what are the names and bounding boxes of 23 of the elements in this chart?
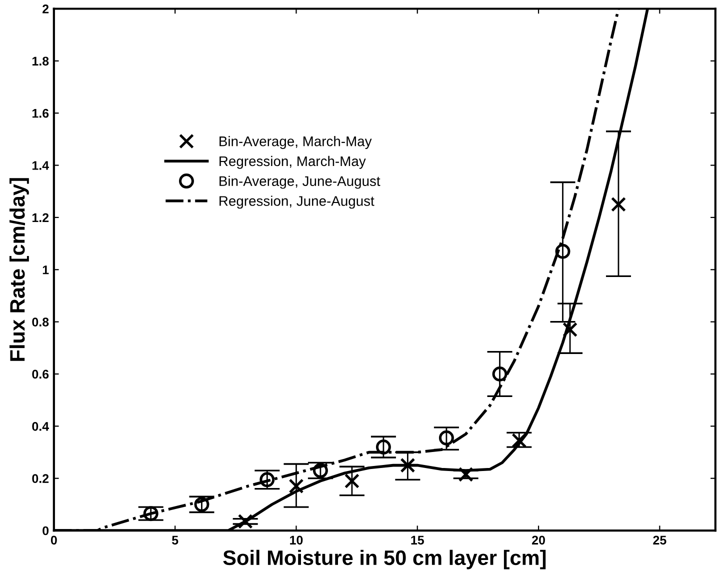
x-tick-label: 25 (653, 536, 666, 545)
y-tick-label: 2 (42, 4, 49, 14)
legend-label: Regression, March-May (220, 156, 366, 169)
x-axis-title: Soil Moisture in 50 cm layer [cm] (223, 550, 546, 570)
y-tick-label: 1.2 (32, 213, 49, 222)
y-tick-label: 1.6 (32, 108, 49, 118)
x-tick-label: 0 (50, 536, 57, 545)
y-tick-label: 0.8 (32, 318, 49, 326)
y-tick-label: 0.6 (32, 370, 49, 379)
y-axis-title: Flux Rate [cm/day] (9, 178, 29, 361)
y-tick-label: 0.4 (32, 422, 49, 431)
x-tick-label: 20 (532, 536, 545, 545)
y-tick-label: 0.2 (32, 474, 49, 484)
legend-label: Regression, June-August (220, 196, 374, 209)
legend-label: Bin-Average, March-May (220, 136, 372, 149)
x-tick-label: 15 (411, 536, 424, 545)
x-tick-label: 10 (290, 536, 303, 545)
y-tick-label: 1 (42, 266, 49, 274)
x-tick-label: 5 (172, 536, 178, 545)
y-tick-label: 0 (42, 526, 49, 536)
legend-label: Bin-Average, June-August (220, 176, 380, 189)
y-tick-label: 1.4 (32, 161, 49, 170)
y-tick-label: 1.8 (32, 56, 49, 66)
